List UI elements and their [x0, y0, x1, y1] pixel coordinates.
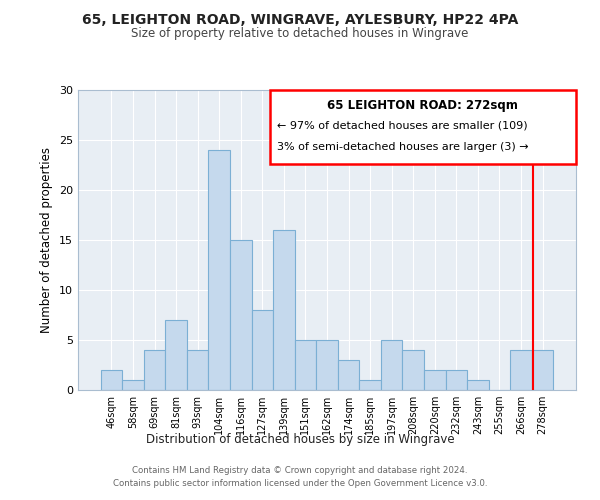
Text: 65, LEIGHTON ROAD, WINGRAVE, AYLESBURY, HP22 4PA: 65, LEIGHTON ROAD, WINGRAVE, AYLESBURY, …	[82, 12, 518, 26]
Bar	[446, 370, 467, 390]
Y-axis label: Number of detached properties: Number of detached properties	[40, 147, 53, 333]
Bar	[251, 310, 273, 390]
Bar	[316, 340, 338, 390]
Text: Contains HM Land Registry data © Crown copyright and database right 2024.
Contai: Contains HM Land Registry data © Crown c…	[113, 466, 487, 487]
Bar	[122, 380, 144, 390]
Bar	[101, 370, 122, 390]
Bar	[166, 320, 187, 390]
Text: 65 LEIGHTON ROAD: 272sqm: 65 LEIGHTON ROAD: 272sqm	[328, 99, 518, 112]
Bar	[403, 350, 424, 390]
Text: Distribution of detached houses by size in Wingrave: Distribution of detached houses by size …	[146, 432, 454, 446]
Bar	[532, 350, 553, 390]
Text: 3% of semi-detached houses are larger (3) →: 3% of semi-detached houses are larger (3…	[277, 142, 529, 152]
Bar	[208, 150, 230, 390]
Bar	[424, 370, 446, 390]
Bar	[338, 360, 359, 390]
Bar	[230, 240, 251, 390]
Bar	[510, 350, 532, 390]
Bar	[381, 340, 403, 390]
Text: ← 97% of detached houses are smaller (109): ← 97% of detached houses are smaller (10…	[277, 120, 528, 130]
Bar	[187, 350, 208, 390]
Bar	[273, 230, 295, 390]
FancyBboxPatch shape	[270, 90, 576, 164]
Bar	[295, 340, 316, 390]
Text: Size of property relative to detached houses in Wingrave: Size of property relative to detached ho…	[131, 28, 469, 40]
Bar	[467, 380, 488, 390]
Bar	[359, 380, 381, 390]
Bar	[144, 350, 166, 390]
